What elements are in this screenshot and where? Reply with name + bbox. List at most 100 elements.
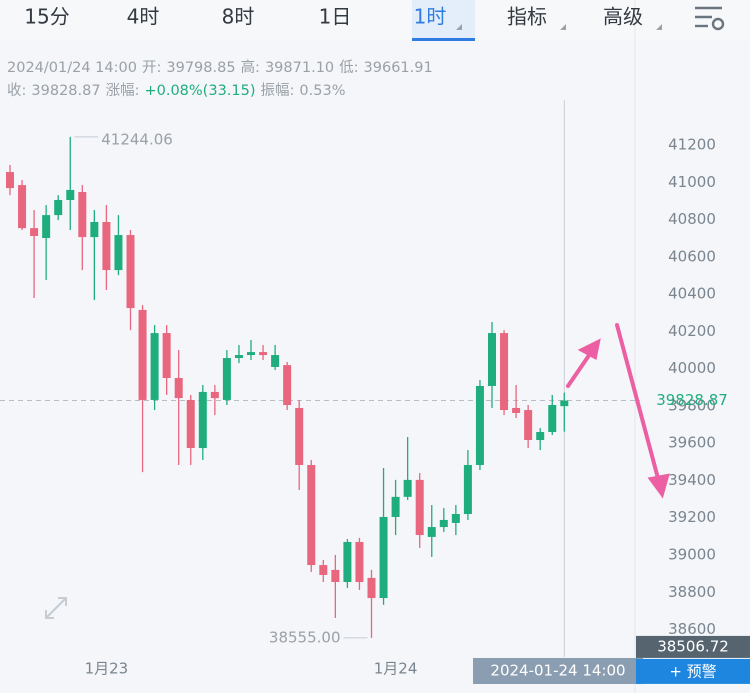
info-item: +0.08%(33.15): [144, 83, 256, 99]
crosshair-time: 2024-01-24 14:00: [490, 662, 625, 680]
candle-body: [126, 235, 135, 309]
y-tick-label: 40600: [668, 247, 716, 265]
y-tick-label: 40200: [668, 322, 716, 340]
y-tick-label: 41000: [668, 173, 716, 191]
tab[interactable]: 高级: [603, 5, 643, 29]
candle-body: [210, 391, 219, 399]
candle-body: [391, 496, 400, 517]
x-tick-label: 1月23: [85, 660, 129, 678]
candle-body: [198, 391, 207, 449]
candle-body: [150, 333, 159, 400]
candle-body: [343, 541, 352, 583]
candle-body: [331, 569, 340, 583]
candle-body: [367, 577, 376, 599]
candle-body: [138, 309, 147, 400]
y-tick-label: 38600: [668, 620, 716, 638]
candle-body: [512, 407, 521, 413]
info-item: 开:: [141, 60, 162, 76]
candle-body: [283, 365, 292, 405]
candle-body: [451, 513, 460, 523]
candle-body: [186, 399, 195, 449]
tab-selected-bg: [412, 0, 475, 40]
tab[interactable]: 4时: [127, 5, 160, 29]
y-tick-label: 39600: [668, 434, 716, 452]
info-item: 涨幅:: [105, 83, 140, 99]
candle-body: [114, 235, 123, 271]
candle-body: [54, 200, 63, 216]
y-tick-label: 39200: [668, 508, 716, 526]
candle-body: [536, 432, 545, 441]
candle-body: [524, 410, 533, 441]
y-tick-label: 41200: [668, 136, 716, 154]
info-item: 收:: [7, 83, 27, 99]
info-item: 低:: [339, 60, 359, 76]
info-item: 39871.10: [264, 60, 335, 76]
candle-body: [271, 355, 280, 367]
expand-icon: [45, 597, 67, 619]
alert-button-bg[interactable]: [636, 658, 750, 684]
tab[interactable]: 8时: [222, 5, 255, 29]
candle-body: [174, 377, 183, 399]
info-row: 收: 39828.87 涨幅: +0.08%(33.15) 振幅: 0.53%: [7, 79, 350, 100]
y-tick-label: 39800: [668, 396, 716, 414]
trend-arrows: [566, 323, 670, 499]
candle-body: [463, 464, 472, 514]
settings-icon: [695, 6, 725, 31]
candle-body: [307, 464, 316, 566]
candle-body: [18, 185, 27, 229]
tab-bar: [0, 0, 750, 40]
y-tick-label: 38800: [668, 583, 716, 601]
info-item: 39661.91: [363, 60, 433, 76]
candle-body: [403, 479, 412, 497]
candle-body: [427, 527, 436, 537]
cursor-price: 38506.72: [657, 637, 729, 655]
candle-body: [439, 519, 448, 528]
candle-body: [319, 565, 328, 575]
candle-body: [162, 333, 171, 378]
info-item: 0.53%: [299, 83, 346, 99]
candle-body: [379, 516, 388, 599]
info-item: 高:: [240, 60, 260, 76]
candle-body: [234, 355, 243, 359]
y-tick-label: 39400: [668, 471, 716, 489]
cursor-price-box: [636, 635, 750, 658]
candle-body: [295, 407, 304, 465]
alert-button[interactable]: + 预警: [669, 662, 716, 680]
candle-body: [247, 352, 255, 356]
info-item: 39828.87: [31, 83, 101, 99]
candle-body: [66, 189, 75, 201]
high-annotation: 41244.06: [101, 130, 173, 148]
candle-body: [259, 352, 268, 356]
info-item: 39798.85: [166, 60, 236, 76]
tab[interactable]: 15分: [24, 5, 69, 29]
candle-body: [42, 215, 51, 239]
y-tick-label: 40000: [668, 359, 716, 377]
tab[interactable]: 指标: [507, 5, 547, 29]
tab-underline: [412, 38, 475, 41]
crosshair-time-box: [473, 658, 643, 684]
candle-body: [6, 172, 14, 189]
info-item: 振幅:: [260, 83, 295, 99]
candle-body: [548, 404, 557, 433]
candle-body: [78, 191, 87, 238]
candle-body: [222, 358, 231, 400]
candle-body: [475, 385, 484, 465]
candle-body: [560, 400, 569, 407]
y-tick-label: 40400: [668, 285, 716, 303]
last-price-label: 39828.87: [656, 391, 728, 409]
tab[interactable]: 1时: [414, 5, 447, 29]
y-tick-label: 40800: [668, 210, 716, 228]
candle-body: [415, 479, 424, 536]
y-tick-label: 39000: [668, 545, 716, 563]
candle-body: [30, 228, 39, 236]
low-annotation: 38555.00: [269, 628, 341, 646]
candle-body: [102, 221, 111, 271]
tab[interactable]: 1日: [319, 5, 352, 29]
candle-body: [500, 333, 509, 411]
info-item: 2024/01/24 14:00: [7, 60, 137, 76]
candle-body: [488, 333, 496, 386]
candle-body: [355, 541, 364, 583]
x-tick-label: 1月24: [374, 660, 418, 678]
